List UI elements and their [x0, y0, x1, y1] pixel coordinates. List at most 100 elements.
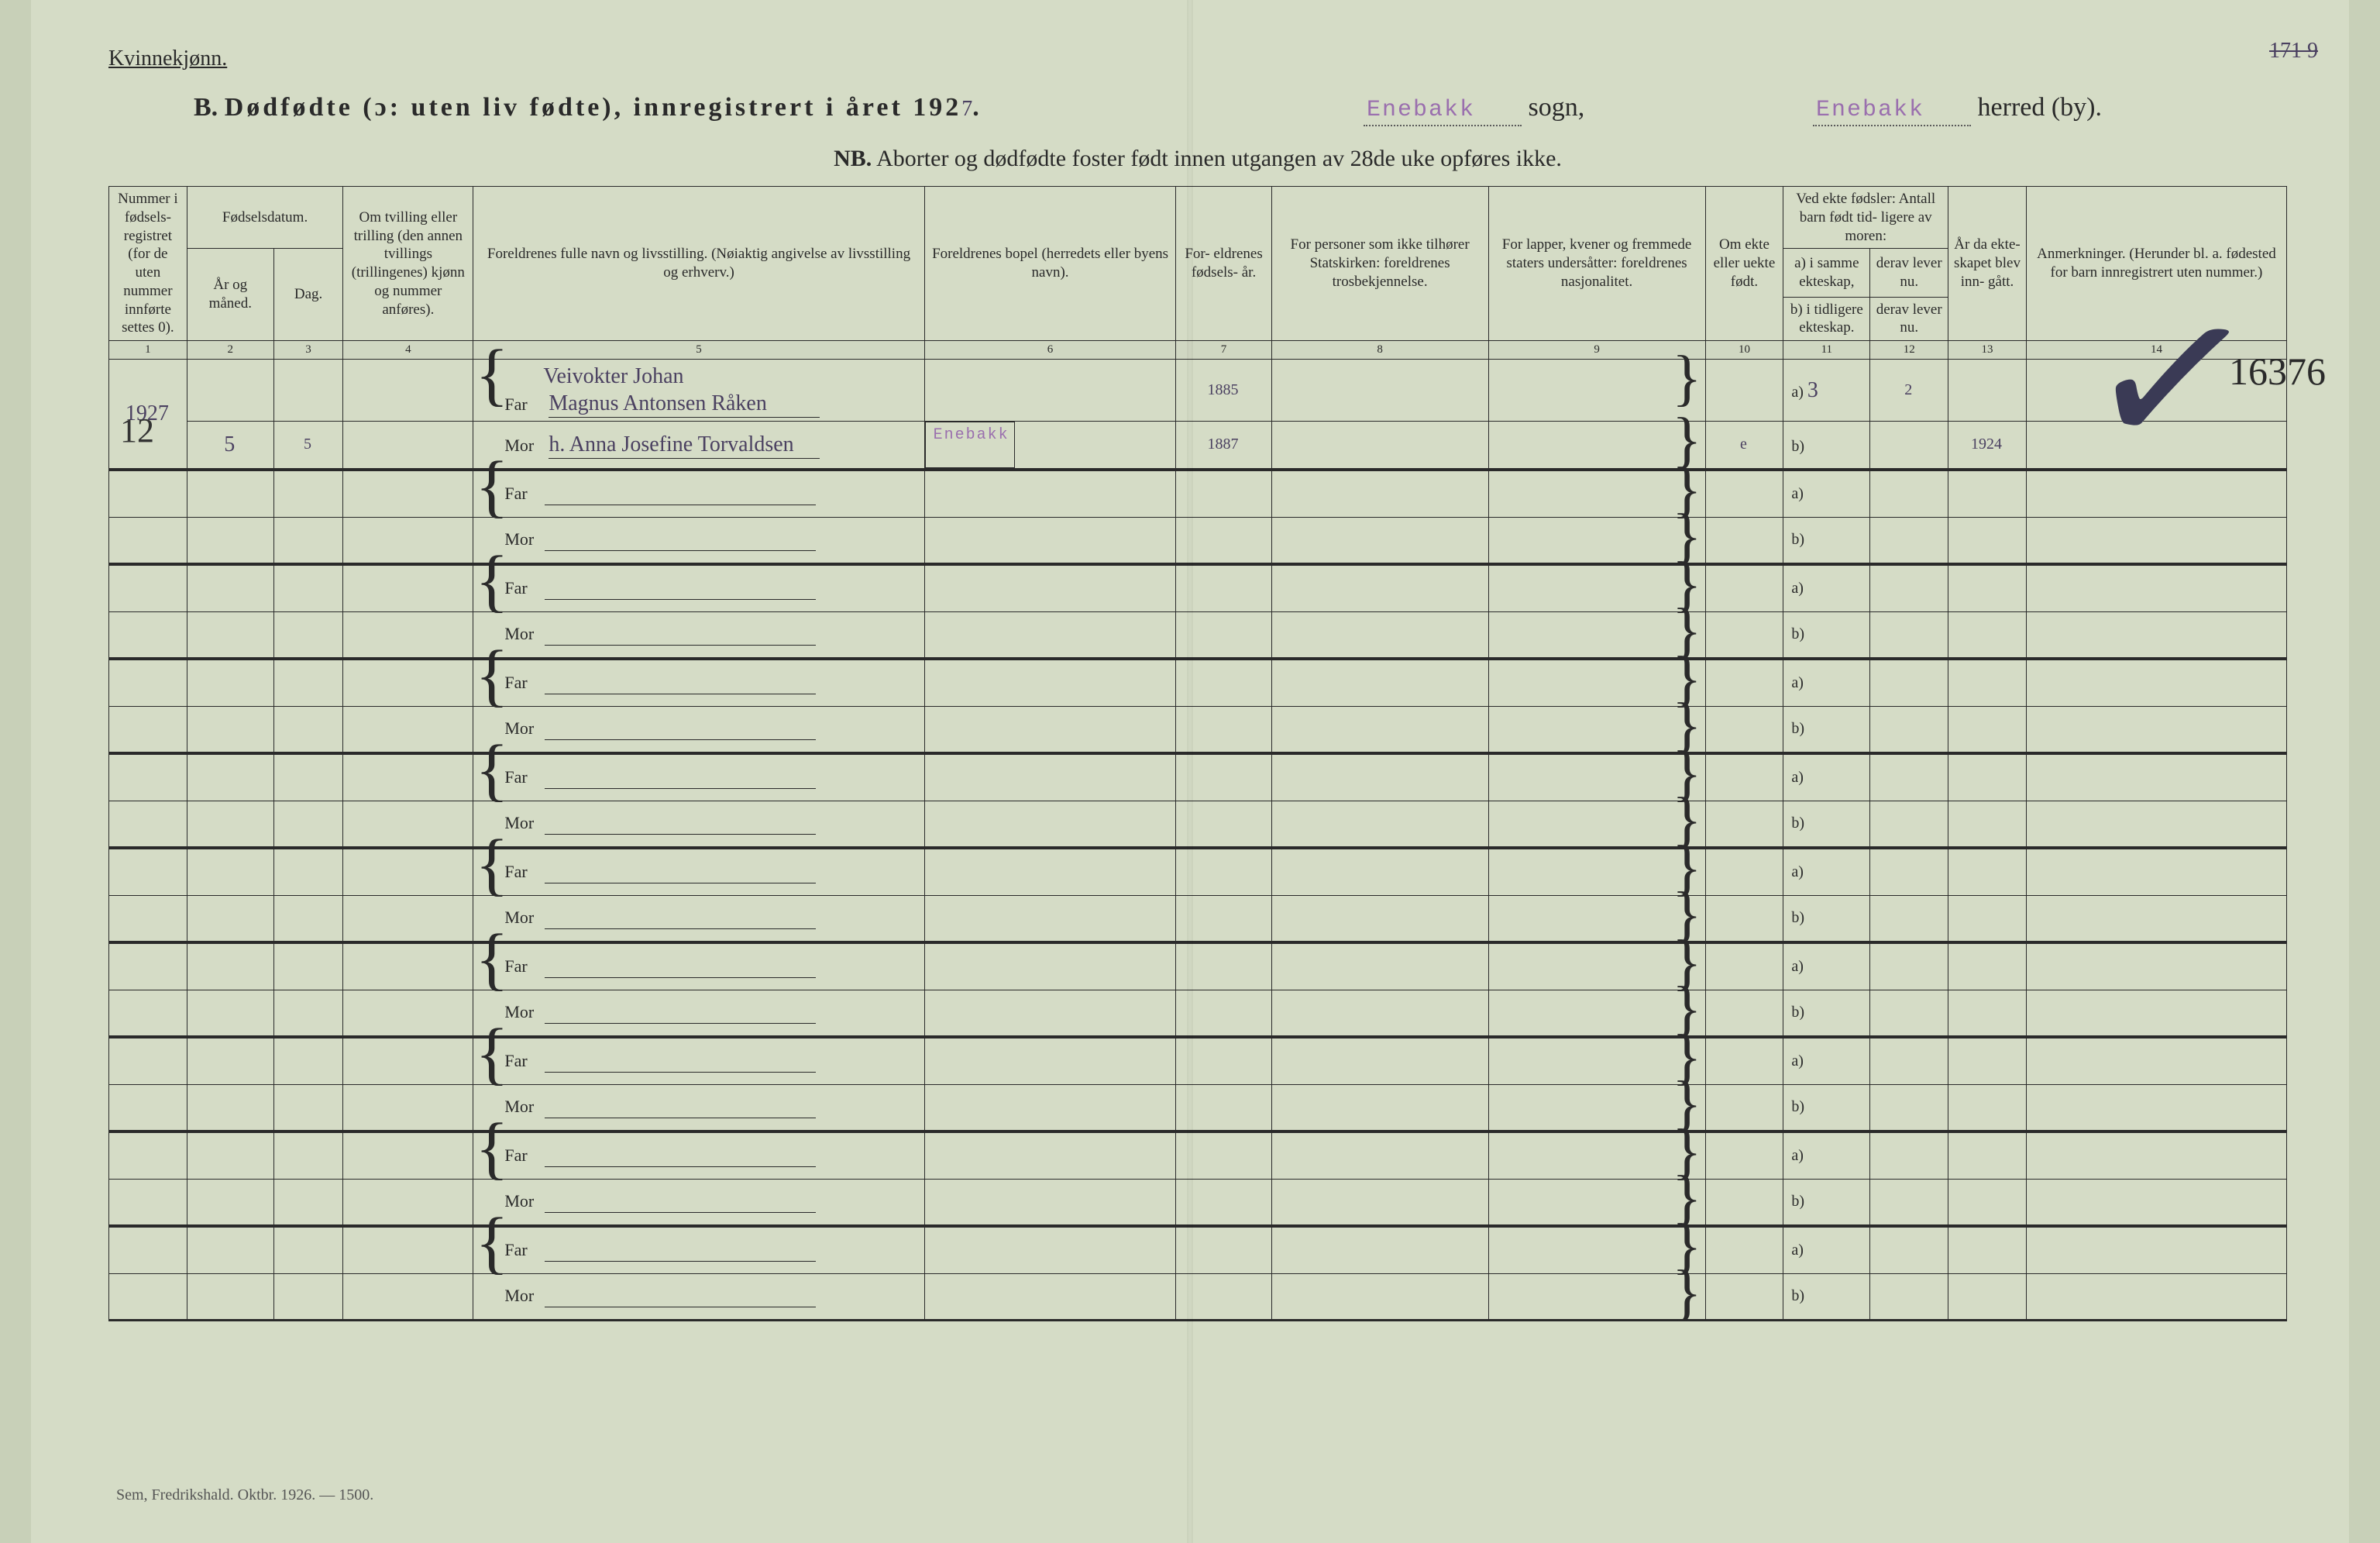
entry-12b — [1870, 421, 1948, 469]
col-10-header: Om ekte eller uekte født. — [1705, 187, 1783, 341]
cell — [187, 611, 273, 658]
cell — [2026, 517, 2286, 563]
empty-far-row: {Far }a) — [109, 849, 2287, 895]
cell: a) — [1783, 660, 1870, 706]
cell — [924, 754, 1176, 801]
empty-mor-row: Mor }b) — [109, 895, 2287, 942]
cell — [1870, 1084, 1948, 1131]
col-11b-header: b) i tidligere ekteskap. — [1783, 297, 1870, 341]
blank-line — [545, 863, 816, 883]
cell — [187, 1273, 273, 1320]
cell — [273, 1179, 343, 1225]
cell — [109, 470, 187, 517]
cell — [343, 1132, 473, 1179]
mor-label: Mor — [504, 907, 545, 928]
empty-mor-row: Mor }b) — [109, 990, 2287, 1036]
mor-cell: Mor — [473, 611, 924, 658]
empty-mor-row: Mor }b) — [109, 1179, 2287, 1225]
cell — [109, 1273, 187, 1320]
blank-line — [545, 909, 816, 929]
colnum: 8 — [1271, 341, 1488, 360]
blank-line — [545, 1287, 816, 1307]
cell: a) — [1783, 470, 1870, 517]
cell — [1176, 565, 1271, 611]
col-5-header: Foreldrenes fulle navn og livsstilling. … — [473, 187, 924, 341]
cell — [2026, 754, 2286, 801]
cell — [2026, 1179, 2286, 1225]
cell — [924, 990, 1176, 1036]
mor-label: Mor — [504, 812, 545, 834]
far-birthyear: 1885 — [1176, 359, 1271, 421]
cell — [1948, 1084, 2027, 1131]
cell — [109, 565, 187, 611]
cell: b) — [1783, 1084, 1870, 1131]
far-cell: {Far — [473, 1132, 924, 1179]
col-11-12-top: Ved ekte fødsler: Antall barn født tid- … — [1783, 187, 1948, 249]
empty-far-row: {Far }a) — [109, 1132, 2287, 1179]
cell — [924, 849, 1176, 895]
cell — [343, 517, 473, 563]
cell — [1271, 1227, 1488, 1273]
cell — [187, 565, 273, 611]
cell — [2026, 1084, 2286, 1131]
cell — [109, 660, 187, 706]
cell — [1870, 801, 1948, 847]
cell — [1948, 611, 2027, 658]
entry-twin — [343, 359, 473, 421]
colnum: 4 — [343, 341, 473, 360]
mor-label: Mor — [504, 623, 545, 645]
cell — [1176, 1227, 1271, 1273]
col-13-header: År da ekte- skapet blev inn- gått. — [1948, 187, 2027, 341]
gender-label: Kvinnekjønn. — [108, 46, 227, 71]
blank-line — [545, 531, 816, 551]
cell — [273, 1273, 343, 1320]
cell — [2026, 849, 2286, 895]
cell — [1705, 1179, 1783, 1225]
far-label: Far — [504, 672, 545, 694]
cell — [1870, 1038, 1948, 1084]
cell — [924, 517, 1176, 563]
cell — [109, 706, 187, 753]
cell: a) — [1783, 1227, 1870, 1273]
paper-edge — [0, 0, 31, 1543]
cell — [1948, 990, 2027, 1036]
cell — [109, 895, 187, 942]
cell — [1176, 990, 1271, 1036]
cell — [924, 660, 1176, 706]
brace-icon: { — [475, 1031, 508, 1077]
colnum: 2 — [187, 341, 273, 360]
cell — [924, 801, 1176, 847]
cell — [2026, 1227, 2286, 1273]
cell — [2026, 611, 2286, 658]
cell — [343, 943, 473, 990]
cell — [109, 1084, 187, 1131]
cell — [1948, 943, 2027, 990]
cell — [2026, 943, 2286, 990]
sogn-value: Enebakk — [1364, 97, 1522, 126]
cell — [2026, 470, 2286, 517]
cell — [1870, 706, 1948, 753]
cell — [187, 849, 273, 895]
cell — [343, 990, 473, 1036]
cell — [1870, 943, 1948, 990]
cell — [273, 1084, 343, 1131]
entry-1-far-row: 1927 { Veivokter Johan Far Magnus Antons… — [109, 359, 2287, 421]
cell: b) — [1783, 895, 1870, 942]
cell — [1271, 801, 1488, 847]
cell — [1705, 470, 1783, 517]
cell — [924, 565, 1176, 611]
herred-block: Enebakk herred (by). — [1813, 93, 2102, 126]
cell — [273, 943, 343, 990]
cell — [1176, 1038, 1271, 1084]
cell: b) — [1783, 1273, 1870, 1320]
cell — [1176, 517, 1271, 563]
empty-far-row: {Far }a) — [109, 660, 2287, 706]
mor-cell: Mor — [473, 1273, 924, 1320]
colnum: 13 — [1948, 341, 2027, 360]
form-title: B. Dødfødte (ɔ: uten liv fødte), innregi… — [194, 93, 979, 122]
cell — [1271, 565, 1488, 611]
brace-icon: { — [475, 936, 508, 983]
cell — [1870, 849, 1948, 895]
blank-line — [545, 1052, 816, 1073]
cell — [1271, 517, 1488, 563]
